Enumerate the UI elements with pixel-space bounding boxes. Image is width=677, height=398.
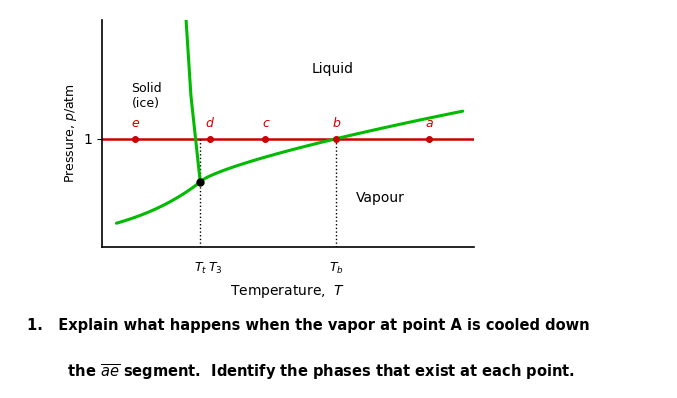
Text: Temperature,  $T$: Temperature, $T$ bbox=[230, 283, 345, 300]
Y-axis label: Pressure, $p$/atm: Pressure, $p$/atm bbox=[63, 84, 79, 183]
Text: c: c bbox=[262, 117, 269, 130]
Text: the $\overline{ae}$ segment.  Identify the phases that exist at each point.: the $\overline{ae}$ segment. Identify th… bbox=[27, 362, 575, 382]
Text: $T_b$: $T_b$ bbox=[329, 261, 343, 276]
Text: Solid
(ice): Solid (ice) bbox=[131, 82, 162, 109]
Text: a: a bbox=[425, 117, 433, 130]
Text: b: b bbox=[332, 117, 340, 130]
Text: 1.   Explain what happens when the vapor at point A is cooled down: 1. Explain what happens when the vapor a… bbox=[27, 318, 590, 334]
Text: Liquid: Liquid bbox=[311, 62, 353, 76]
Text: $T_t$: $T_t$ bbox=[194, 261, 207, 276]
Text: Vapour: Vapour bbox=[356, 191, 406, 205]
Text: d: d bbox=[206, 117, 213, 130]
Text: e: e bbox=[131, 117, 139, 130]
Text: $T_{\rm 3}$: $T_{\rm 3}$ bbox=[208, 261, 222, 276]
